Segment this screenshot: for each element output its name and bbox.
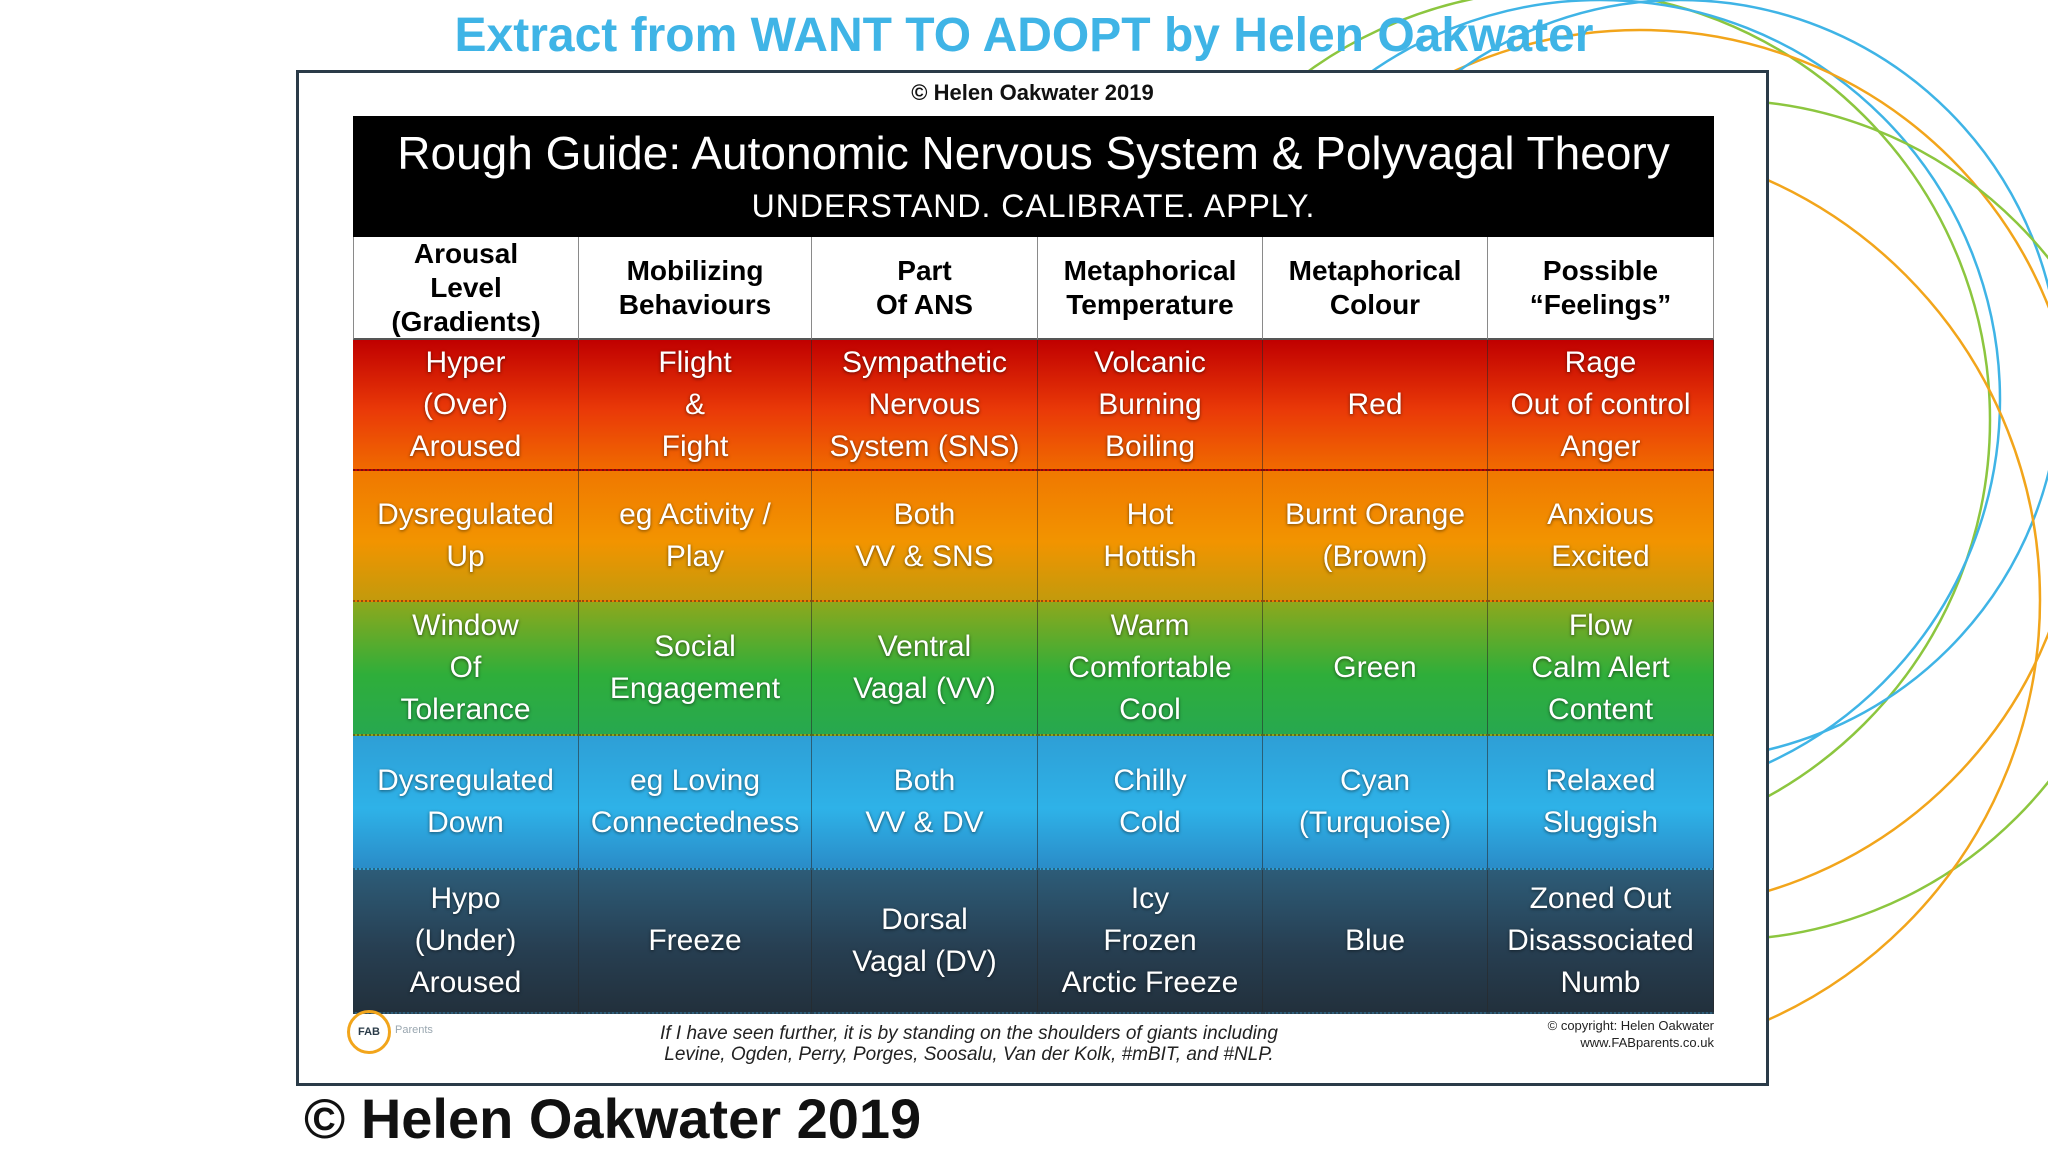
table-cell: Social Engagement — [579, 602, 812, 736]
header-arousal-level: Arousal Level (Gradients) — [353, 237, 579, 340]
table-cell: Dorsal Vagal (DV) — [812, 870, 1038, 1014]
table-cell: Ventral Vagal (VV) — [812, 602, 1038, 736]
table-cell: Hypo (Under) Aroused — [353, 870, 579, 1014]
table-cell: Volcanic Burning Boiling — [1038, 340, 1263, 471]
table-cell: Both VV & SNS — [812, 471, 1038, 602]
table-cell: Zoned Out Disassociated Numb — [1488, 870, 1714, 1014]
header-part-of-ans: Part Of ANS — [812, 237, 1038, 340]
table-cell: Green — [1263, 602, 1488, 736]
table-cell: Chilly Cold — [1038, 736, 1263, 870]
banner-title: Rough Guide: Autonomic Nervous System & … — [397, 127, 1670, 179]
table-cell: Relaxed Sluggish — [1488, 736, 1714, 870]
table-cell: Hot Hottish — [1038, 471, 1263, 602]
table-cell: Freeze — [579, 870, 812, 1014]
banner-subtitle: UNDERSTAND. CALIBRATE. APPLY. — [751, 188, 1316, 224]
header-metaphorical-temperature: Metaphorical Temperature — [1038, 237, 1263, 340]
table-cell: Anxious Excited — [1488, 471, 1714, 602]
table-cell: Dysregulated Up — [353, 471, 579, 602]
table-cell: Red — [1263, 340, 1488, 471]
table-cell: Blue — [1263, 870, 1488, 1014]
footer-quote: If I have seen further, it is by standin… — [629, 1023, 1309, 1065]
title-banner: Rough Guide: Autonomic Nervous System & … — [353, 116, 1714, 237]
table-cell: Sympathetic Nervous System (SNS) — [812, 340, 1038, 471]
top-copyright: © Helen Oakwater 2019 — [911, 80, 1154, 105]
quote-line-1: If I have seen further, it is by standin… — [660, 1023, 1278, 1044]
footer-website: www.FABparents.co.uk — [1580, 1035, 1714, 1050]
fab-parents-logo: FAB — [347, 1010, 391, 1054]
table-cell: Icy Frozen Arctic Freeze — [1038, 870, 1263, 1014]
table-cell: Rage Out of control Anger — [1488, 340, 1714, 471]
table-cell: eg Loving Connectedness — [579, 736, 812, 870]
bottom-copyright: © Helen Oakwater 2019 — [304, 1087, 922, 1150]
ans-table: Arousal Level (Gradients) Mobilizing Beh… — [353, 237, 1714, 1014]
footer-copyright: © copyright: Helen Oakwater www.FABparen… — [1548, 1017, 1714, 1051]
table-cell: Both VV & DV — [812, 736, 1038, 870]
table-cell: Burnt Orange (Brown) — [1263, 471, 1488, 602]
table-cell: Dysregulated Down — [353, 736, 579, 870]
extract-title: Extract from WANT TO ADOPT by Helen Oakw… — [454, 9, 1594, 62]
quote-line-2: Levine, Ogden, Perry, Porges, Soosalu, V… — [664, 1044, 1274, 1065]
table-cell: eg Activity / Play — [579, 471, 812, 602]
header-possible-feelings: Possible “Feelings” — [1488, 237, 1714, 340]
header-mobilizing-behaviours: Mobilizing Behaviours — [579, 237, 812, 340]
poster-frame: © Helen Oakwater 2019 Rough Guide: Auton… — [296, 70, 1769, 1086]
table-cell: Hyper (Over) Aroused — [353, 340, 579, 471]
table-cell: Warm Comfortable Cool — [1038, 602, 1263, 736]
table-cell: Cyan (Turquoise) — [1263, 736, 1488, 870]
logo-text: FAB — [358, 1026, 380, 1038]
table-cell: Flow Calm Alert Content — [1488, 602, 1714, 736]
header-metaphorical-colour: Metaphorical Colour — [1263, 237, 1488, 340]
table-cell: Window Of Tolerance — [353, 602, 579, 736]
logo-subtext: Parents — [395, 1024, 433, 1036]
footer-copyright-line: © copyright: Helen Oakwater — [1547, 1018, 1714, 1033]
table-cell: Flight & Fight — [579, 340, 812, 471]
